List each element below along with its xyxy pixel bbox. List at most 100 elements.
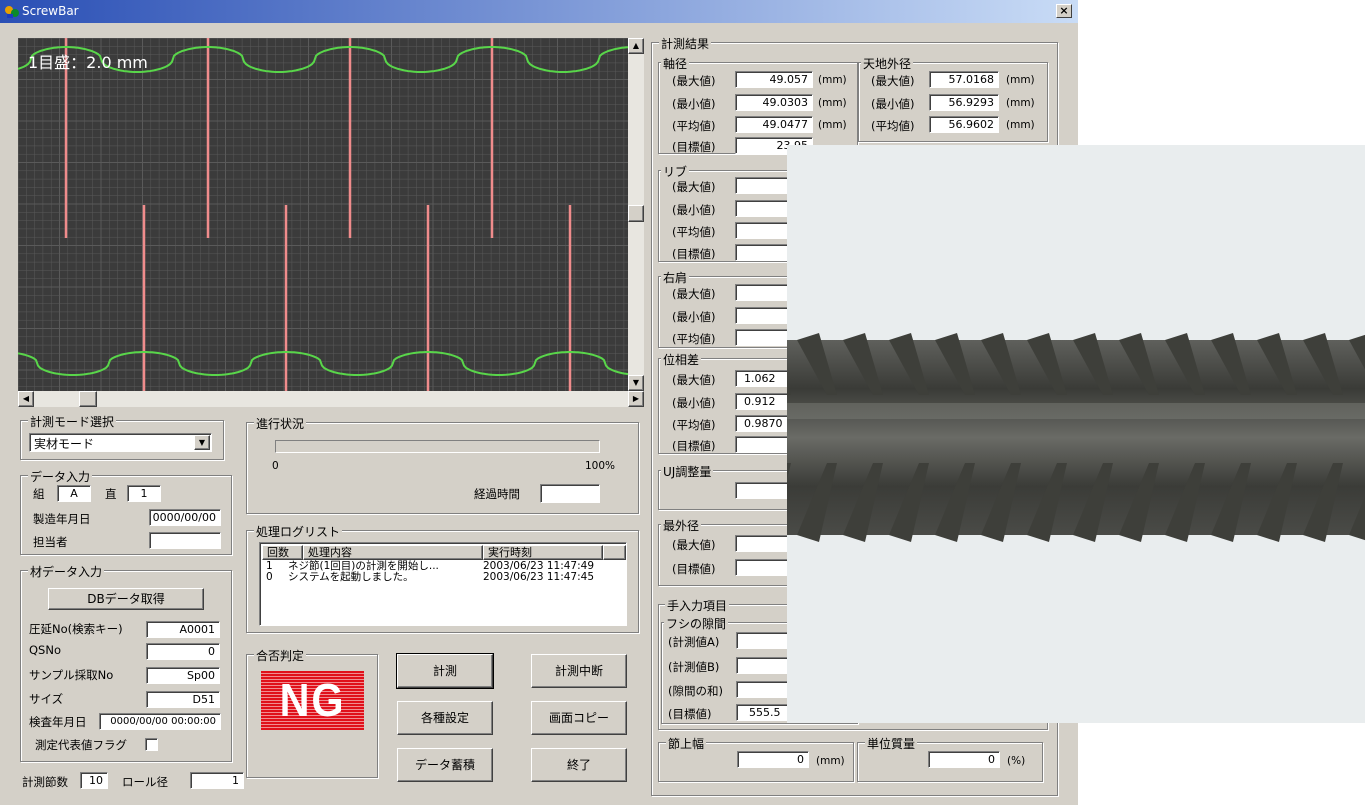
log-group: 処理ログリスト 回数 処理内容 実行時刻 1 ネジ節(1回目)の計測を開始し..… bbox=[246, 523, 639, 633]
db-fetch-button[interactable]: DBデータ取得 bbox=[48, 588, 204, 610]
outermost-max-label: (最大値) bbox=[672, 538, 716, 552]
material-group: 材データ入力 DBデータ取得 圧延No(検索キー) A0001 QSNo 0 サ… bbox=[20, 563, 232, 762]
date-field[interactable]: 0000/00/00 bbox=[149, 509, 221, 526]
mode-group-title: 計測モード選択 bbox=[28, 413, 117, 430]
shaft-max-field: 49.057 bbox=[735, 71, 813, 88]
scroll-up-button[interactable]: ▲ bbox=[628, 38, 644, 54]
log-row-count: 0 bbox=[266, 571, 273, 583]
progress-bar bbox=[275, 440, 600, 453]
outer-max-label: (最大値) bbox=[871, 74, 915, 88]
data-input-title: データ入力 bbox=[28, 468, 93, 485]
progress-title: 進行状況 bbox=[254, 415, 307, 432]
chart-hscroll[interactable]: ◀ bbox=[18, 391, 628, 407]
title-bar: ScrewBar × bbox=[0, 0, 1078, 23]
shaft-max-label: (最大値) bbox=[672, 74, 716, 88]
close-button[interactable]: × bbox=[1056, 4, 1072, 18]
outermost-title: 最外径 bbox=[661, 517, 702, 534]
gap-b-label: (計測値B) bbox=[668, 660, 720, 674]
elapsed-label: 経過時間 bbox=[474, 487, 520, 501]
phase-max-label: (最大値) bbox=[672, 373, 716, 387]
inspect-label: 検査年月日 bbox=[29, 715, 87, 729]
kumi-label: 組 bbox=[33, 487, 45, 501]
node-width-field[interactable]: 0 bbox=[737, 751, 809, 768]
phase-avg-label: (平均値) bbox=[672, 418, 716, 432]
outer-avg-label: (平均値) bbox=[871, 119, 915, 133]
shaft-min-label: (最小値) bbox=[672, 97, 716, 111]
flag-checkbox[interactable] bbox=[145, 738, 158, 751]
waveform-svg bbox=[17, 37, 629, 391]
outer-min-unit: (mm) bbox=[1006, 97, 1035, 109]
sample-field[interactable]: Sp00 bbox=[146, 667, 220, 684]
unit-mass-field[interactable]: 0 bbox=[928, 751, 1000, 768]
threaded-bar-photo bbox=[751, 145, 1365, 723]
scroll-thumb-v[interactable] bbox=[628, 205, 644, 222]
node-width-title: 節上幅 bbox=[666, 735, 707, 752]
log-col-extra[interactable] bbox=[603, 545, 626, 560]
settings-button[interactable]: 各種設定 bbox=[397, 701, 493, 735]
roll-field[interactable]: 1 bbox=[190, 772, 244, 789]
scroll-left-button[interactable]: ◀ bbox=[18, 391, 34, 407]
window-title: ScrewBar bbox=[22, 4, 79, 18]
scale-label: 1目盛：2.0 mm bbox=[28, 53, 148, 72]
log-row-content: システムを起動しました。 bbox=[288, 571, 414, 583]
measure-button[interactable]: 計測 bbox=[396, 653, 494, 689]
nodes-label: 計測節数 bbox=[22, 775, 68, 789]
inspect-field[interactable]: 0000/00/00 00:00:00 bbox=[99, 713, 221, 730]
log-title: 処理ログリスト bbox=[254, 523, 343, 540]
choku-field[interactable]: 1 bbox=[127, 485, 161, 502]
person-label: 担当者 bbox=[33, 535, 68, 549]
qsno-field[interactable]: 0 bbox=[146, 643, 220, 660]
chevron-down-icon[interactable]: ▼ bbox=[194, 435, 210, 450]
mode-selected-value: 実材モード bbox=[34, 437, 95, 451]
outer-min-label: (最小値) bbox=[871, 97, 915, 111]
scroll-down-button[interactable]: ▼ bbox=[628, 375, 644, 391]
lower-profile-line bbox=[17, 351, 629, 376]
size-field[interactable]: D51 bbox=[146, 691, 220, 708]
shaft-avg-unit: (mm) bbox=[818, 119, 847, 131]
shoulder-avg-label: (平均値) bbox=[672, 332, 716, 346]
node-width-unit: (mm) bbox=[816, 755, 845, 767]
gap-title: フシの隙間 bbox=[664, 615, 729, 632]
scroll-thumb-h[interactable] bbox=[79, 391, 97, 407]
kumi-field[interactable]: A bbox=[57, 485, 91, 502]
outer-min-field: 56.9293 bbox=[929, 94, 999, 111]
outer-title: 天地外径 bbox=[861, 55, 914, 72]
material-title: 材データ入力 bbox=[28, 563, 105, 580]
data-input-group: データ入力 組 A 直 1 製造年月日 0000/00/00 担当者 bbox=[20, 468, 232, 555]
log-col-count[interactable]: 回数 bbox=[262, 545, 303, 560]
exit-button[interactable]: 終了 bbox=[531, 748, 627, 782]
person-field[interactable] bbox=[149, 532, 221, 549]
log-col-content[interactable]: 処理内容 bbox=[303, 545, 483, 560]
results-title: 計測結果 bbox=[659, 35, 712, 52]
shaft-group: 軸径 (最大値) 49.057 (mm) (最小値) 49.0303 (mm) … bbox=[658, 55, 858, 154]
rib-min-label: (最小値) bbox=[672, 203, 716, 217]
log-col-time[interactable]: 実行時刻 bbox=[483, 545, 603, 560]
phase-min-label: (最小値) bbox=[672, 396, 716, 410]
progress-group: 進行状況 0 100% 経過時間 bbox=[246, 415, 639, 514]
unit-mass-title: 単位質量 bbox=[865, 735, 918, 752]
progress-min: 0 bbox=[272, 460, 279, 472]
stop-button[interactable]: 計測中断 bbox=[531, 654, 627, 688]
log-list[interactable]: 回数 処理内容 実行時刻 1 ネジ節(1回目)の計測を開始し... 2003/0… bbox=[259, 542, 627, 626]
screen-copy-button[interactable]: 画面コピー bbox=[531, 701, 627, 735]
gap-sum-label: (隙間の和) bbox=[668, 684, 723, 698]
log-row-time: 2003/06/23 11:47:49 bbox=[483, 560, 595, 572]
mode-select[interactable]: 実材モード ▼ bbox=[29, 433, 212, 452]
upper-profile-line bbox=[17, 46, 629, 73]
scroll-right-button[interactable]: ▶ bbox=[628, 391, 644, 407]
judge-result-badge: NG bbox=[261, 671, 364, 730]
log-row-time: 2003/06/23 11:47:45 bbox=[483, 571, 595, 583]
chart-vscroll[interactable]: ▲ ▼ bbox=[628, 38, 644, 391]
judge-group: 合否判定 NG bbox=[246, 647, 378, 778]
nodes-field[interactable]: 10 bbox=[80, 772, 108, 789]
shaft-title: 軸径 bbox=[661, 55, 690, 72]
rib-max-label: (最大値) bbox=[672, 180, 716, 194]
node-width-group: 節上幅 0 (mm) bbox=[658, 735, 854, 782]
gap-target-label: (目標値) bbox=[668, 707, 712, 721]
store-button[interactable]: データ蓄積 bbox=[397, 748, 493, 782]
log-row-content: ネジ節(1回目)の計測を開始し... bbox=[288, 560, 439, 572]
rolling-field[interactable]: A0001 bbox=[146, 621, 220, 638]
elapsed-field[interactable] bbox=[540, 484, 600, 503]
phase-target-label: (目標値) bbox=[672, 439, 716, 453]
sample-label: サンプル採取No bbox=[29, 668, 114, 682]
